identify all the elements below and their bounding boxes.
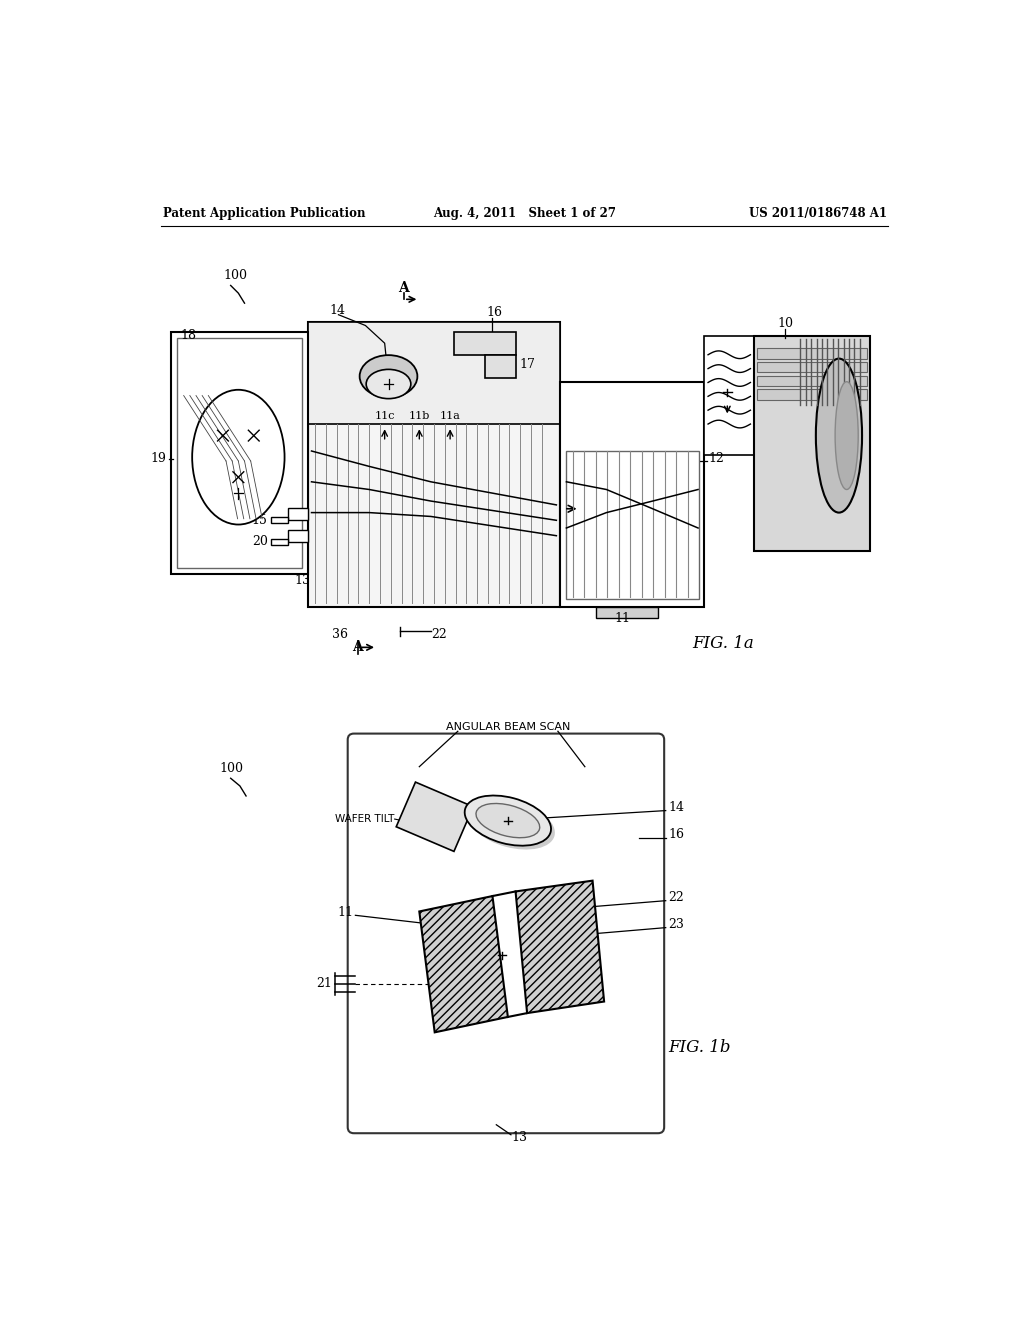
Ellipse shape	[816, 359, 862, 512]
Text: 19: 19	[151, 453, 167, 465]
Text: 36: 36	[332, 628, 348, 640]
Text: 15: 15	[252, 513, 267, 527]
Text: Patent Application Publication: Patent Application Publication	[163, 207, 366, 220]
Bar	[596, 607, 658, 618]
Text: 21: 21	[316, 977, 333, 990]
Polygon shape	[419, 896, 508, 1032]
Text: 16: 16	[486, 306, 503, 319]
Bar	[757, 376, 867, 387]
Bar	[307, 322, 560, 424]
Text: 14: 14	[668, 801, 684, 814]
Text: 22: 22	[431, 628, 446, 640]
Text: FIG. 1b: FIG. 1b	[668, 1039, 730, 1056]
Text: Aug. 4, 2011   Sheet 1 of 27: Aug. 4, 2011 Sheet 1 of 27	[433, 207, 616, 220]
Bar	[307, 322, 560, 607]
FancyBboxPatch shape	[348, 734, 665, 1133]
Text: ANGULAR BEAM SCAN: ANGULAR BEAM SCAN	[445, 722, 570, 731]
Ellipse shape	[359, 355, 418, 397]
Text: A: A	[352, 640, 364, 655]
Text: 18: 18	[180, 329, 197, 342]
Ellipse shape	[836, 381, 858, 490]
Bar	[560, 381, 705, 607]
Text: 13: 13	[512, 1131, 527, 1144]
Bar	[566, 451, 698, 599]
Ellipse shape	[469, 800, 555, 850]
Text: 11b: 11b	[409, 412, 430, 421]
Text: 14: 14	[330, 305, 345, 317]
Bar	[289, 529, 307, 543]
Text: 10: 10	[777, 317, 794, 330]
Bar	[757, 389, 867, 400]
Text: 16: 16	[668, 828, 684, 841]
Bar	[757, 362, 867, 372]
Text: 11c: 11c	[375, 412, 395, 421]
Text: 100: 100	[223, 269, 247, 282]
Bar	[705, 335, 755, 455]
Bar	[484, 355, 515, 378]
Text: 11: 11	[338, 907, 354, 920]
Bar	[289, 508, 307, 520]
Ellipse shape	[193, 389, 285, 524]
Bar	[270, 517, 289, 524]
Text: 23: 23	[668, 917, 684, 931]
Text: 17: 17	[519, 358, 536, 371]
Text: 20: 20	[252, 536, 267, 548]
Bar	[757, 348, 867, 359]
Polygon shape	[396, 781, 473, 851]
Text: WAFER TILT: WAFER TILT	[335, 814, 394, 824]
Text: 100: 100	[219, 762, 243, 775]
Bar	[755, 335, 869, 552]
Ellipse shape	[465, 796, 551, 846]
Text: 11a: 11a	[439, 412, 461, 421]
Polygon shape	[515, 880, 604, 1014]
Bar	[270, 539, 289, 545]
Ellipse shape	[476, 804, 540, 838]
Text: 13: 13	[294, 574, 310, 587]
Text: 12: 12	[708, 453, 724, 465]
Text: 11: 11	[614, 612, 630, 626]
Ellipse shape	[367, 370, 411, 399]
Text: US 2011/0186748 A1: US 2011/0186748 A1	[749, 207, 887, 220]
Bar	[177, 338, 301, 568]
Text: FIG. 1a: FIG. 1a	[692, 635, 755, 652]
Bar	[454, 331, 515, 355]
Bar	[171, 331, 307, 574]
Text: 22: 22	[668, 891, 684, 904]
Text: A: A	[398, 281, 410, 294]
